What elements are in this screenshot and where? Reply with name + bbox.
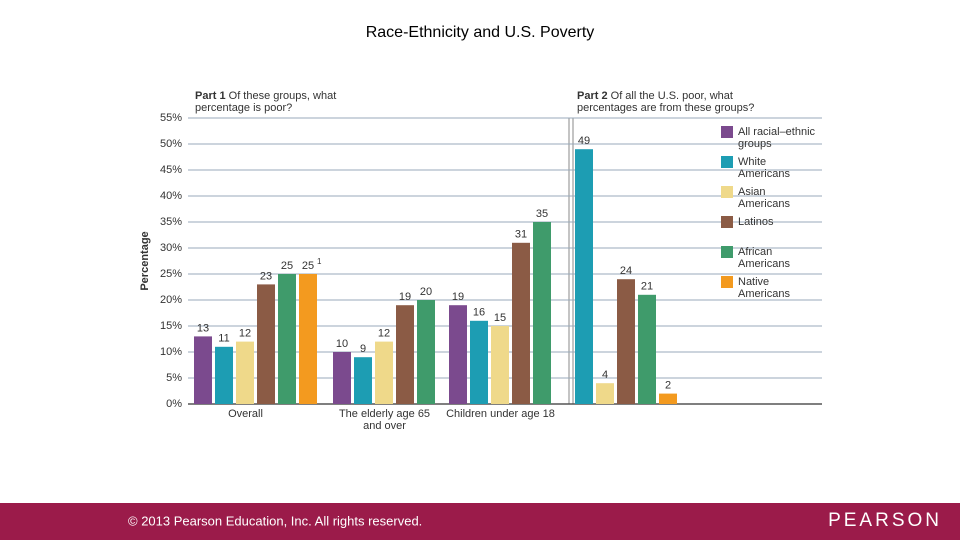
bar [194, 336, 212, 404]
bar [449, 305, 467, 404]
value-label: 25 [281, 260, 293, 272]
panel-title-part: Part 2 [577, 90, 608, 102]
legend-swatch [721, 216, 733, 228]
y-tick-label: 35% [160, 216, 182, 228]
value-label: 12 [378, 328, 390, 340]
y-tick-label: 30% [160, 242, 182, 254]
legend-swatch [721, 186, 733, 198]
footer-band [0, 503, 960, 540]
value-label: 10 [336, 338, 348, 350]
value-label: 21 [641, 281, 653, 293]
y-tick-label: 40% [160, 190, 182, 202]
value-label: 20 [420, 286, 432, 298]
y-axis-label: Percentage [139, 231, 151, 290]
bar [278, 274, 296, 404]
bar [299, 274, 317, 404]
footnote-mark: 1 [317, 257, 322, 266]
legend-label: Asian Americans [738, 186, 790, 210]
value-label: 49 [578, 135, 590, 147]
panel-title: Part 1 Of these groups, what percentage … [195, 90, 345, 114]
bar [375, 341, 393, 404]
value-label: 35 [536, 208, 548, 220]
value-label: 19 [399, 291, 411, 303]
panel-title: Part 2 Of all the U.S. poor, what percen… [577, 90, 777, 114]
value-label: 16 [473, 307, 485, 319]
bar [617, 279, 635, 404]
bar [596, 383, 614, 404]
value-label: 24 [620, 265, 632, 277]
legend-swatch [721, 156, 733, 168]
bar [417, 300, 435, 404]
bar [512, 242, 530, 404]
bar [491, 326, 509, 404]
bar [236, 341, 254, 404]
value-label: 25 [302, 260, 314, 272]
value-label: 23 [260, 270, 272, 282]
slide-title: Race-Ethnicity and U.S. Poverty [366, 24, 595, 41]
y-tick-label: 55% [160, 112, 182, 124]
value-label: 2 [665, 380, 671, 392]
legend-swatch [721, 126, 733, 138]
y-tick-label: 10% [160, 346, 182, 358]
y-tick-label: 25% [160, 268, 182, 280]
value-label: 15 [494, 312, 506, 324]
bar [354, 357, 372, 404]
panel-title-part: Part 1 [195, 90, 226, 102]
bar [215, 346, 233, 404]
logo: PEARSON [828, 510, 942, 531]
bar [533, 222, 551, 404]
value-label: 12 [239, 328, 251, 340]
legend-swatch [721, 246, 733, 258]
bar [396, 305, 414, 404]
legend-swatch [721, 276, 733, 288]
y-tick-label: 5% [166, 372, 182, 384]
legend-label: White Americans [738, 156, 790, 180]
bar [333, 352, 351, 404]
legend-label: Latinos [738, 216, 774, 228]
bar [257, 284, 275, 404]
panel-subtitle: Of these groups, what percentage is poor… [195, 90, 337, 114]
copyright: © 2013 Pearson Education, Inc. All right… [128, 513, 422, 528]
y-tick-label: 20% [160, 294, 182, 306]
legend-label: African Americans [738, 246, 790, 270]
value-label: 4 [602, 369, 608, 381]
legend-label: Native Americans [738, 276, 790, 300]
bar [638, 294, 656, 404]
panel-subtitle: Of all the U.S. poor, what percentages a… [577, 90, 755, 114]
value-label: 11 [218, 333, 229, 345]
legend-label: All racial–ethnic groups [738, 126, 816, 150]
bar [659, 393, 677, 404]
x-tick-label: Children under age 18 [446, 408, 555, 420]
y-tick-label: 50% [160, 138, 182, 150]
value-label: 31 [515, 229, 527, 241]
y-tick-label: 15% [160, 320, 182, 332]
bar [470, 320, 488, 404]
y-tick-label: 45% [160, 164, 182, 176]
value-label: 9 [360, 343, 366, 355]
y-tick-label: 0% [166, 398, 182, 410]
x-tick-label: Overall [228, 408, 263, 420]
x-tick-label: The elderly age 65 and over [338, 408, 431, 432]
value-label: 13 [197, 322, 209, 334]
value-label: 19 [452, 291, 464, 303]
bar [575, 149, 593, 404]
